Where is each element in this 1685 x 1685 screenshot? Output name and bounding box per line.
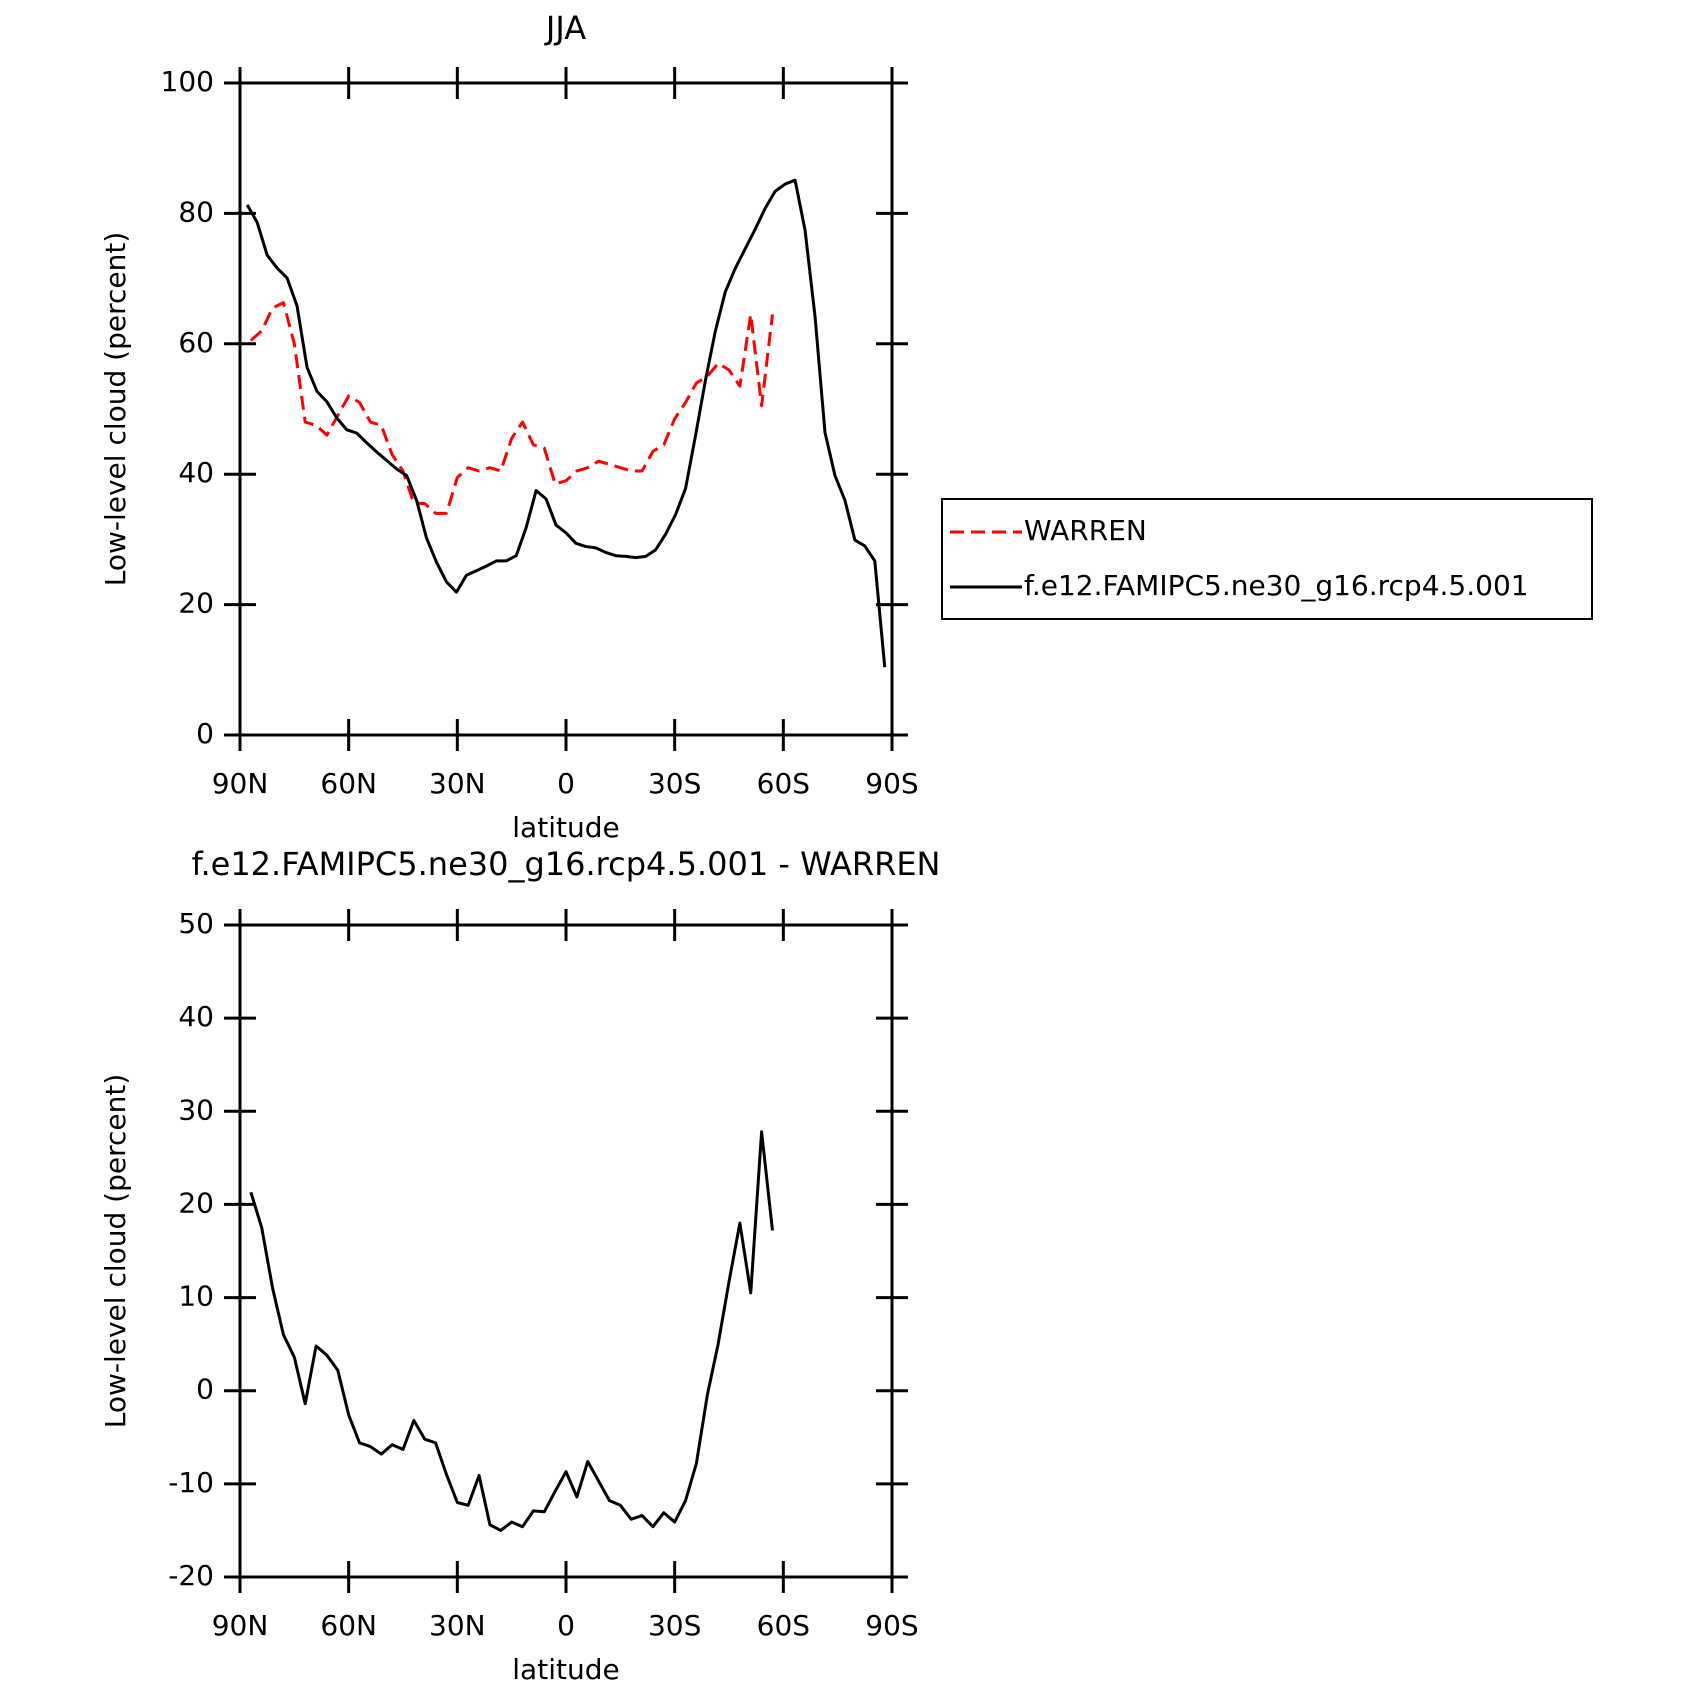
x-tick-label: 30N bbox=[429, 1609, 486, 1642]
y-tick-label: 60 bbox=[178, 326, 214, 359]
plot-frame bbox=[238, 923, 894, 1579]
legend-box bbox=[941, 498, 1593, 620]
x-tick-label: 30N bbox=[429, 767, 486, 800]
y-tick-label: 10 bbox=[178, 1280, 214, 1313]
x-axis-label: latitude bbox=[512, 811, 619, 844]
y-tick-label: -10 bbox=[168, 1466, 214, 1499]
y-tick-label: 20 bbox=[178, 587, 214, 620]
x-tick-label: 90N bbox=[212, 1609, 269, 1642]
data-line bbox=[245, 178, 887, 668]
chart-title: JJA bbox=[544, 9, 586, 47]
x-tick-label: 30S bbox=[648, 767, 701, 800]
x-tick-label: 30S bbox=[648, 1609, 701, 1642]
x-tick-label: 60S bbox=[757, 1609, 810, 1642]
x-tick-label: 0 bbox=[557, 1609, 575, 1642]
y-tick-label: 0 bbox=[196, 1373, 214, 1406]
x-tick-label: 60N bbox=[320, 1609, 377, 1642]
x-tick-label: 90S bbox=[865, 1609, 918, 1642]
x-tick-label: 90N bbox=[212, 767, 269, 800]
data-line bbox=[249, 301, 774, 515]
x-tick-label: 0 bbox=[557, 767, 575, 800]
legend-label: f.e12.FAMIPC5.ne30_g16.rcp4.5.001 bbox=[1024, 569, 1529, 602]
y-tick-label: 40 bbox=[178, 1000, 214, 1033]
y-tick-label: -20 bbox=[168, 1559, 214, 1592]
y-tick-label: 100 bbox=[161, 65, 214, 98]
y-tick-label: 50 bbox=[178, 907, 214, 940]
y-tick-label: 80 bbox=[178, 195, 214, 228]
x-tick-label: 90S bbox=[865, 767, 918, 800]
x-tick-label: 60N bbox=[320, 767, 377, 800]
chart-title: f.e12.FAMIPC5.ne30_g16.rcp4.5.001 - WARR… bbox=[192, 845, 941, 883]
y-tick-label: 40 bbox=[178, 456, 214, 489]
y-axis-label: Low-level cloud (percent) bbox=[99, 1074, 132, 1429]
data-line bbox=[249, 1130, 774, 1532]
x-axis-label: latitude bbox=[512, 1653, 619, 1685]
y-tick-label: 30 bbox=[178, 1093, 214, 1126]
y-tick-label: 20 bbox=[178, 1186, 214, 1219]
x-tick-label: 60S bbox=[757, 767, 810, 800]
y-tick-label: 0 bbox=[196, 717, 214, 750]
y-axis-label: Low-level cloud (percent) bbox=[99, 232, 132, 587]
legend-label: WARREN bbox=[1024, 514, 1147, 547]
